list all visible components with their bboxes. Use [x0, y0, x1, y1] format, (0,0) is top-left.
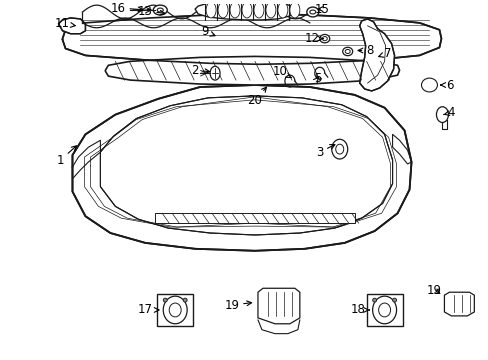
Text: 3: 3: [315, 145, 334, 159]
Polygon shape: [359, 19, 394, 91]
Polygon shape: [258, 288, 299, 324]
Ellipse shape: [210, 66, 220, 80]
Ellipse shape: [342, 47, 352, 56]
Ellipse shape: [331, 139, 347, 159]
Text: 8: 8: [357, 44, 372, 57]
Polygon shape: [100, 96, 392, 235]
Ellipse shape: [322, 37, 326, 41]
Text: 9: 9: [201, 25, 215, 38]
Polygon shape: [105, 57, 399, 85]
Polygon shape: [62, 14, 441, 64]
Polygon shape: [155, 213, 354, 223]
Text: 20: 20: [247, 87, 266, 107]
Text: 19: 19: [426, 284, 441, 297]
Ellipse shape: [378, 303, 390, 317]
Text: 6: 6: [440, 78, 452, 91]
Ellipse shape: [372, 298, 376, 302]
Text: 5: 5: [313, 72, 321, 85]
Text: 7: 7: [378, 47, 390, 60]
Ellipse shape: [306, 7, 318, 17]
Polygon shape: [195, 0, 294, 20]
Ellipse shape: [205, 2, 216, 18]
Text: 12: 12: [304, 32, 323, 45]
Text: 13: 13: [138, 5, 164, 18]
Ellipse shape: [277, 2, 287, 18]
Ellipse shape: [436, 107, 447, 122]
Text: 17: 17: [138, 303, 159, 316]
Text: 15: 15: [314, 3, 328, 15]
Ellipse shape: [421, 78, 437, 92]
Ellipse shape: [424, 81, 433, 89]
Polygon shape: [59, 18, 85, 34]
Ellipse shape: [169, 303, 181, 317]
Ellipse shape: [183, 298, 187, 302]
Ellipse shape: [229, 2, 240, 18]
Text: 10: 10: [272, 65, 291, 78]
Ellipse shape: [426, 83, 431, 87]
Ellipse shape: [392, 298, 396, 302]
Text: 2: 2: [191, 64, 209, 77]
Ellipse shape: [309, 10, 315, 14]
Polygon shape: [82, 5, 309, 28]
Text: 14: 14: [0, 359, 1, 360]
FancyBboxPatch shape: [366, 294, 402, 326]
Ellipse shape: [253, 2, 264, 18]
Polygon shape: [444, 292, 473, 316]
Polygon shape: [72, 85, 411, 251]
Ellipse shape: [157, 8, 163, 12]
Ellipse shape: [163, 296, 187, 324]
Text: 16: 16: [111, 1, 142, 14]
Ellipse shape: [319, 35, 329, 43]
Text: 19: 19: [224, 298, 251, 311]
Text: 11: 11: [55, 17, 75, 30]
Text: 18: 18: [349, 303, 368, 316]
FancyBboxPatch shape: [157, 294, 193, 326]
Ellipse shape: [242, 2, 251, 18]
Ellipse shape: [335, 144, 343, 154]
Ellipse shape: [218, 2, 227, 18]
Text: 1: 1: [57, 146, 76, 167]
Ellipse shape: [265, 2, 275, 18]
Ellipse shape: [163, 298, 167, 302]
Ellipse shape: [372, 296, 396, 324]
Ellipse shape: [289, 2, 299, 18]
Ellipse shape: [345, 49, 349, 54]
Ellipse shape: [153, 5, 167, 15]
Text: 4: 4: [443, 106, 454, 119]
